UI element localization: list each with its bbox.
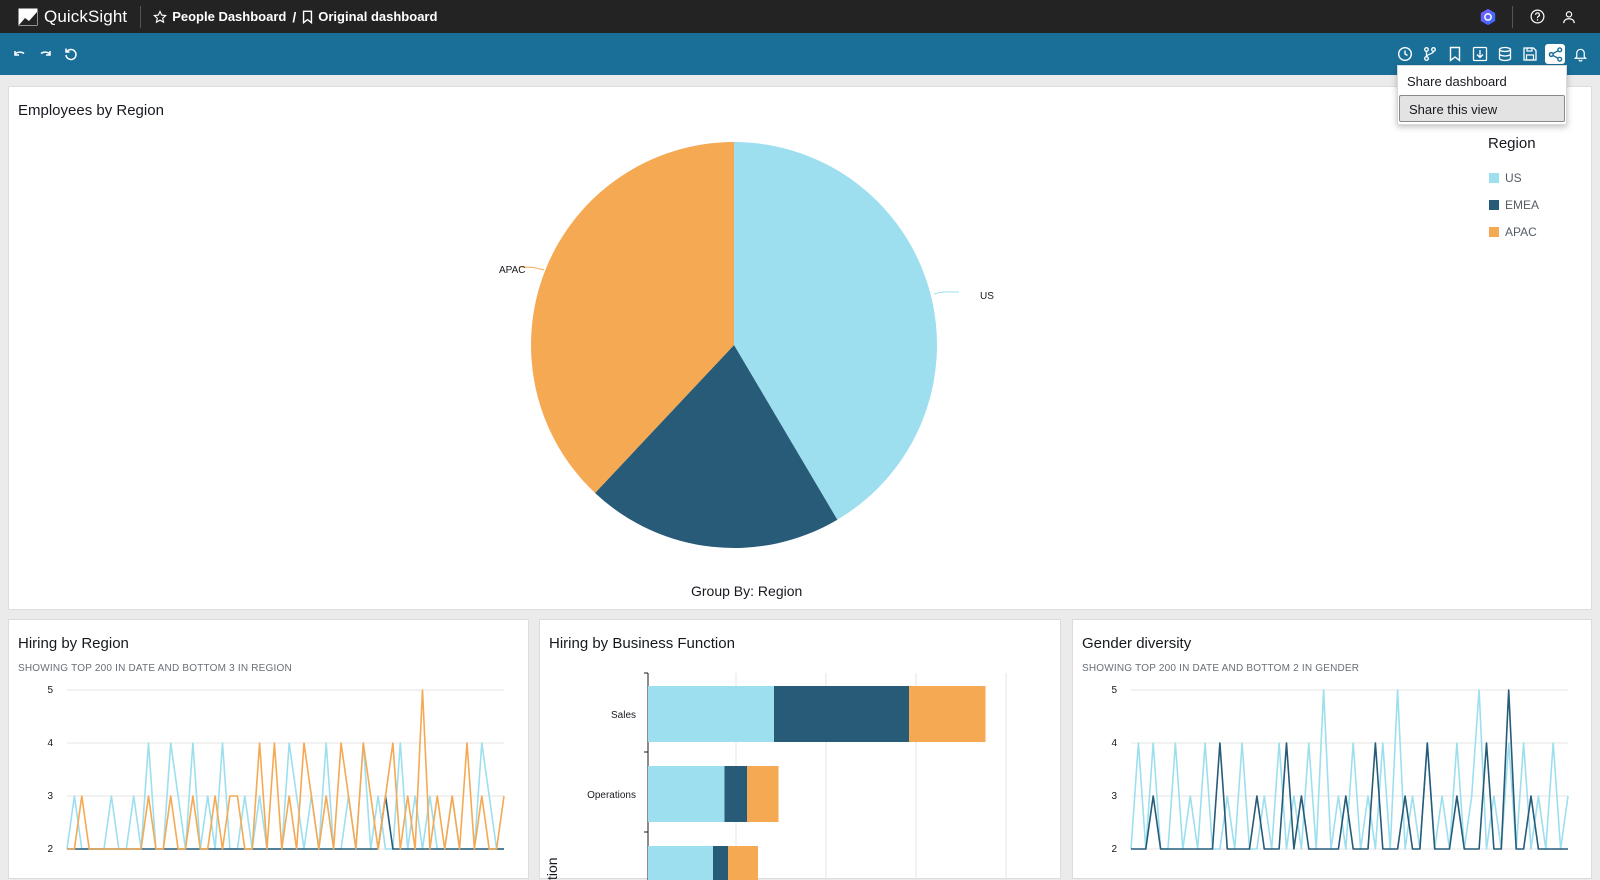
- bar-segment-emea: [724, 766, 747, 822]
- series-line-0: [1130, 689, 1569, 850]
- visual-title: Gender diversity: [1082, 635, 1192, 652]
- legend-item-emea[interactable]: EMEA: [1489, 198, 1539, 212]
- bar-segment-apac: [747, 766, 779, 822]
- visual-title: Hiring by Region: [18, 635, 129, 652]
- y-tick-label: 2: [47, 844, 53, 855]
- pie-slice-apac: [531, 142, 734, 493]
- pie-leader-us: [933, 291, 960, 295]
- visual-subtitle: SHOWING TOP 200 IN DATE AND BOTTOM 2 IN …: [1082, 663, 1360, 674]
- legend-item-apac[interactable]: APAC: [1489, 225, 1537, 239]
- top-bar: QuickSight People Dashboard / Original d…: [0, 0, 1600, 33]
- help-icon[interactable]: [1528, 8, 1546, 26]
- branch-icon[interactable]: [1421, 45, 1439, 63]
- schedule-icon[interactable]: [1396, 45, 1414, 63]
- legend-label: APAC: [1505, 225, 1537, 239]
- legend-swatch: [1489, 227, 1499, 237]
- pie-chart[interactable]: [9, 87, 1593, 611]
- share-icon[interactable]: [1545, 44, 1565, 64]
- undo-icon[interactable]: [11, 45, 29, 63]
- app-name: QuickSight: [44, 6, 128, 26]
- pie-leader-apac: [518, 266, 545, 271]
- visual-subtitle: SHOWING TOP 200 IN DATE AND BOTTOM 3 IN …: [18, 663, 292, 674]
- bar-segment-emea: [713, 846, 728, 880]
- legend-swatch: [1489, 200, 1499, 210]
- pie-label-us: US: [980, 291, 994, 302]
- breadcrumb-current[interactable]: Original dashboard: [318, 9, 438, 24]
- bookmark-icon[interactable]: [1446, 45, 1464, 63]
- y-tick-label: 4: [1111, 738, 1117, 749]
- y-tick-label: 3: [47, 791, 53, 802]
- bar-chart[interactable]: Sales Operations tion: [540, 620, 1062, 880]
- group-by-label: Group By: Region: [691, 583, 803, 599]
- legend-swatch: [1489, 173, 1499, 183]
- share-this-view-item[interactable]: Share this view: [1399, 95, 1565, 122]
- visual-title: Hiring by Business Function: [549, 635, 735, 652]
- save-icon[interactable]: [1521, 45, 1539, 63]
- legend-item-us[interactable]: US: [1489, 171, 1522, 185]
- download-icon[interactable]: [1471, 45, 1489, 63]
- bar-segment-apac: [909, 686, 986, 742]
- series-line-2: [67, 689, 505, 850]
- quicksight-logo-icon: [18, 8, 38, 25]
- brand[interactable]: QuickSight: [18, 0, 127, 33]
- breadcrumb-parent[interactable]: People Dashboard: [172, 9, 287, 24]
- breadcrumb-separator: /: [292, 8, 297, 25]
- y-axis-title: tion: [544, 857, 560, 880]
- data-icon[interactable]: [1496, 45, 1514, 63]
- pie-slice-us: [734, 142, 937, 520]
- visual-title: Employees by Region: [18, 102, 164, 119]
- legend-title: Region: [1488, 135, 1536, 152]
- series-line-1: [1131, 689, 1568, 850]
- share-dashboard-item[interactable]: Share dashboard: [1407, 74, 1507, 89]
- line-chart[interactable]: 5 4 3 2: [1073, 620, 1593, 880]
- bar-segment-us: [648, 686, 774, 742]
- dashboard-toolbar: [0, 33, 1600, 75]
- y-tick-label: 2: [1111, 844, 1117, 855]
- pie-slice-emea: [595, 345, 838, 548]
- user-icon[interactable]: [1560, 8, 1578, 26]
- pie-label-apac: APAC: [499, 265, 526, 276]
- divider: [1512, 5, 1513, 28]
- legend-label: US: [1505, 171, 1522, 185]
- visual-gender-diversity[interactable]: Gender diversity SHOWING TOP 200 IN DATE…: [1072, 619, 1592, 879]
- divider: [140, 5, 142, 28]
- y-tick-label: 5: [1111, 685, 1117, 696]
- visual-hiring-by-region[interactable]: Hiring by Region SHOWING TOP 200 IN DATE…: [8, 619, 529, 879]
- category-label: Sales: [611, 710, 636, 721]
- y-tick-label: 4: [47, 738, 53, 749]
- breadcrumb: People Dashboard / Original dashboard: [153, 9, 437, 25]
- bar-segment-us: [648, 846, 713, 880]
- alert-icon[interactable]: [1571, 45, 1589, 63]
- bar-segment-apac: [728, 846, 758, 880]
- bar-segment-us: [648, 766, 725, 822]
- line-chart[interactable]: 5 4 3 2: [9, 620, 530, 880]
- bookmark-icon: [303, 10, 313, 24]
- star-icon[interactable]: [153, 9, 168, 24]
- y-tick-label: 3: [1111, 791, 1117, 802]
- topbar-actions: [1479, 0, 1600, 33]
- redo-icon[interactable]: [36, 45, 54, 63]
- bar-segment-emea: [774, 686, 909, 742]
- legend-label: EMEA: [1505, 198, 1540, 212]
- reset-icon[interactable]: [62, 45, 80, 63]
- y-tick-label: 5: [47, 685, 53, 696]
- series-line-0: [66, 742, 504, 850]
- q-assistant-icon[interactable]: [1479, 8, 1497, 26]
- share-menu: Share dashboard Share this view: [1397, 65, 1567, 125]
- visual-employees-by-region[interactable]: Employees by Region US APAC Group By: Re…: [8, 86, 1592, 610]
- category-label: Operations: [587, 790, 636, 801]
- visual-hiring-by-function[interactable]: Hiring by Business Function Sales Operati…: [539, 619, 1062, 880]
